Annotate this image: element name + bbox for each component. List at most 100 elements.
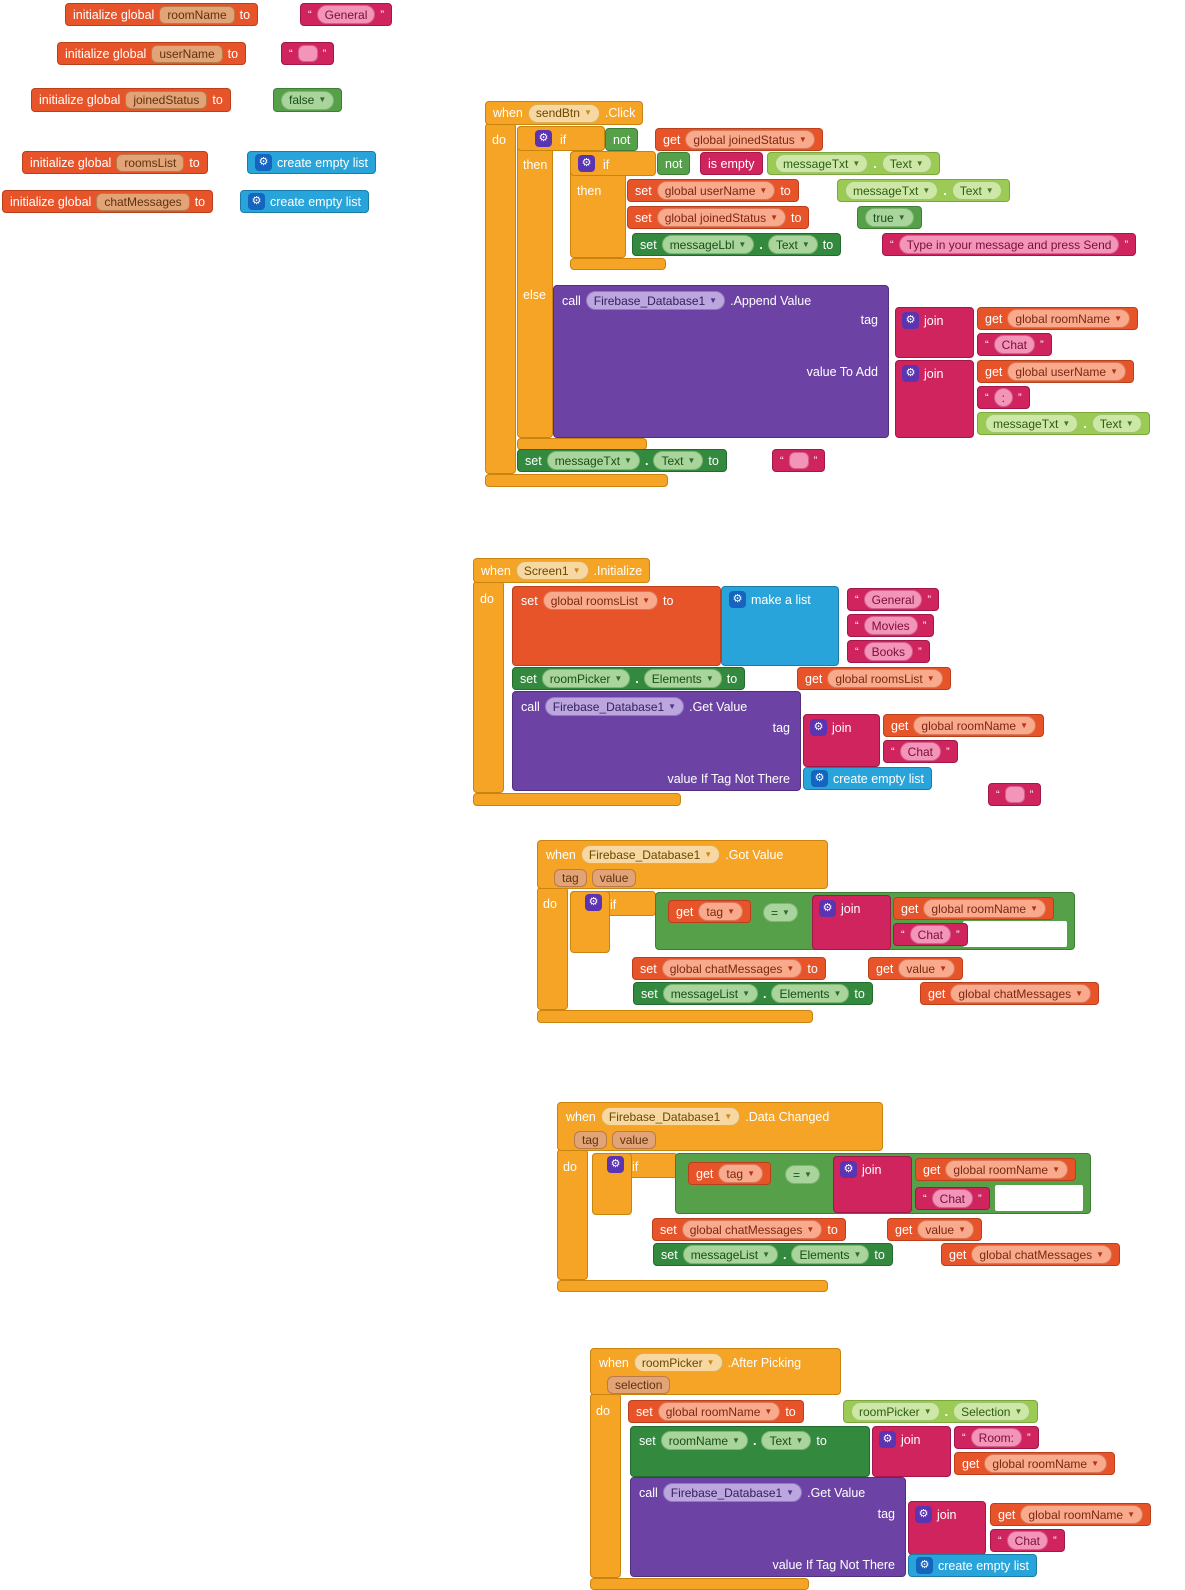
get-global-roomname-block[interactable]: get global roomName ▼ bbox=[915, 1158, 1077, 1181]
component-dropdown[interactable]: sendBtn ▼ bbox=[527, 103, 600, 123]
join-block[interactable]: ⚙ join bbox=[812, 895, 891, 950]
text-string-block[interactable]: “ Chat ” bbox=[915, 1187, 990, 1210]
variable-dropdown[interactable]: global roomName ▼ bbox=[945, 1160, 1069, 1179]
when-firebase-datachanged-block[interactable]: when Firebase_Database1 ▼ .Data Changed t… bbox=[557, 1102, 883, 1151]
variable-dropdown[interactable]: global roomName ▼ bbox=[1020, 1505, 1144, 1524]
variable-dropdown[interactable]: global chatMessages ▼ bbox=[950, 984, 1092, 1003]
join-block[interactable]: ⚙ join bbox=[895, 360, 974, 438]
component-dropdown[interactable]: messageList ▼ bbox=[662, 984, 758, 1003]
variable-dropdown[interactable]: global joinedStatus ▼ bbox=[685, 130, 815, 149]
param-selection[interactable]: selection bbox=[607, 1376, 671, 1394]
variable-dropdown[interactable]: global roomName ▼ bbox=[984, 1454, 1108, 1473]
text-string-block[interactable]: “ General ” bbox=[847, 588, 940, 611]
call-firebase-appendvalue-block[interactable]: call Firebase_Database1 ▼ .Append Value t… bbox=[553, 285, 889, 438]
text-string-block[interactable]: “ Chat ” bbox=[893, 923, 968, 946]
component-dropdown[interactable]: Firebase_Database1 ▼ bbox=[662, 1483, 803, 1502]
var-name-field[interactable]: roomName bbox=[159, 5, 235, 24]
string-field[interactable]: Chat bbox=[931, 1189, 974, 1208]
text-string-block[interactable]: “ Type in your message and press Send ” bbox=[882, 233, 1137, 256]
set-messagelist-elements-block[interactable]: set messageList ▼ . Elements ▼ to bbox=[633, 982, 873, 1005]
when-screen1-initialize-block[interactable]: when Screen1 ▼ .Initialize bbox=[473, 558, 651, 583]
component-dropdown[interactable]: messageTxt ▼ bbox=[775, 154, 869, 173]
component-dropdown[interactable]: Firebase_Database1 ▼ bbox=[580, 845, 721, 864]
get-global-roomname-block[interactable]: get global roomName ▼ bbox=[977, 307, 1139, 330]
when-firebase-gotvalue-block[interactable]: when Firebase_Database1 ▼ .Got Value tag … bbox=[537, 840, 828, 889]
string-field-empty[interactable] bbox=[788, 452, 809, 469]
component-dropdown[interactable]: roomPicker ▼ bbox=[633, 1353, 723, 1372]
property-dropdown[interactable]: Text ▼ bbox=[881, 154, 932, 173]
get-global-chatmessages-block[interactable]: get global chatMessages ▼ bbox=[920, 982, 1100, 1005]
variable-dropdown[interactable]: global userName ▼ bbox=[1007, 362, 1127, 381]
property-dropdown[interactable]: Elements ▼ bbox=[791, 1245, 870, 1264]
compare-op-dropdown[interactable]: = ▼ bbox=[763, 903, 798, 922]
get-value-block[interactable]: get value ▼ bbox=[868, 957, 963, 980]
property-dropdown[interactable]: Text ▼ bbox=[1091, 414, 1142, 433]
text-string-block-empty[interactable]: “ ” bbox=[281, 42, 335, 65]
set-roompicker-elements-block[interactable]: set roomPicker ▼ . Elements ▼ to bbox=[512, 667, 746, 690]
get-global-roomname-block[interactable]: get global roomName ▼ bbox=[990, 1503, 1152, 1526]
mutator-gear-icon[interactable]: ⚙ bbox=[810, 719, 827, 736]
component-dropdown[interactable]: messageTxt ▼ bbox=[546, 451, 640, 470]
string-field[interactable]: General bbox=[863, 590, 923, 609]
join-block[interactable]: ⚙ join bbox=[872, 1426, 951, 1477]
param-value[interactable]: value bbox=[591, 869, 637, 887]
create-empty-list-block[interactable]: ⚙ create empty list bbox=[803, 767, 933, 790]
mutator-gear-icon[interactable]: ⚙ bbox=[729, 591, 746, 608]
logic-true-block[interactable]: true ▼ bbox=[857, 206, 922, 229]
mutator-gear-icon[interactable]: ⚙ bbox=[607, 1156, 624, 1173]
set-messagetxt-text-block[interactable]: set messageTxt ▼ . Text ▼ to bbox=[517, 449, 727, 472]
init-global-username-block[interactable]: initialize global userName to bbox=[57, 42, 247, 65]
var-name-field[interactable]: joinedStatus bbox=[125, 91, 208, 109]
component-dropdown[interactable]: messageList ▼ bbox=[682, 1245, 778, 1264]
init-global-joinedstatus-block[interactable]: initialize global joinedStatus to bbox=[31, 88, 231, 112]
mutator-gear-icon[interactable]: ⚙ bbox=[811, 770, 828, 787]
mutator-gear-icon[interactable]: ⚙ bbox=[585, 894, 602, 911]
property-dropdown[interactable]: Text ▼ bbox=[951, 181, 1002, 200]
join-block[interactable]: ⚙ join bbox=[833, 1156, 912, 1213]
mutator-gear-icon[interactable]: ⚙ bbox=[248, 193, 265, 210]
join-block[interactable]: ⚙ join bbox=[908, 1501, 986, 1555]
component-dropdown[interactable]: Screen1 ▼ bbox=[515, 561, 589, 580]
var-name-field[interactable]: roomsList bbox=[116, 153, 185, 172]
variable-dropdown[interactable]: global joinedStatus ▼ bbox=[656, 208, 787, 227]
component-dropdown[interactable]: Firebase_Database1 ▼ bbox=[600, 1107, 741, 1126]
create-empty-list-block[interactable]: ⚙ create empty list bbox=[247, 151, 377, 174]
create-empty-list-block[interactable]: ⚙ create empty list bbox=[240, 190, 370, 213]
init-global-roomslist-block[interactable]: initialize global roomsList to bbox=[22, 151, 208, 174]
variable-dropdown[interactable]: global roomsList ▼ bbox=[827, 669, 943, 688]
variable-dropdown[interactable]: global roomsList ▼ bbox=[542, 591, 658, 610]
variable-dropdown[interactable]: global roomName ▼ bbox=[923, 899, 1047, 918]
get-tag-block[interactable]: get tag ▼ bbox=[668, 900, 751, 923]
set-roomname-text-block[interactable]: set roomName ▼ . Text ▼ to bbox=[630, 1426, 870, 1477]
param-value[interactable]: value bbox=[611, 1131, 657, 1149]
messagetxt-text-getter-block[interactable]: messageTxt ▼ . Text ▼ bbox=[767, 152, 940, 175]
messagetxt-text-getter-block[interactable]: messageTxt ▼ . Text ▼ bbox=[837, 179, 1010, 202]
variable-dropdown[interactable]: global roomName ▼ bbox=[657, 1402, 781, 1421]
get-global-roomname-block[interactable]: get global roomName ▼ bbox=[893, 897, 1055, 920]
set-global-chatmessages-block[interactable]: set global chatMessages ▼ to bbox=[632, 957, 826, 980]
var-name-field[interactable]: userName bbox=[151, 44, 223, 63]
variable-dropdown[interactable]: global roomName ▼ bbox=[913, 716, 1037, 735]
string-field[interactable]: General bbox=[316, 5, 376, 24]
get-global-roomname-block[interactable]: get global roomName ▼ bbox=[954, 1452, 1116, 1475]
mutator-gear-icon[interactable]: ⚙ bbox=[902, 365, 919, 382]
messagetxt-text-getter-block[interactable]: messageTxt ▼ . Text ▼ bbox=[977, 412, 1150, 435]
if-block-head[interactable] bbox=[517, 126, 605, 151]
mutator-gear-icon[interactable]: ⚙ bbox=[916, 1557, 933, 1574]
variable-dropdown[interactable]: global chatMessages ▼ bbox=[681, 1220, 823, 1239]
init-global-chatmessages-block[interactable]: initialize global chatMessages to bbox=[2, 190, 214, 213]
string-field[interactable]: Chat bbox=[909, 925, 952, 944]
mutator-gear-icon[interactable]: ⚙ bbox=[915, 1506, 932, 1523]
string-field[interactable]: Type in your message and press Send bbox=[898, 235, 1120, 254]
text-string-block[interactable]: “ General ” bbox=[300, 3, 393, 26]
component-dropdown[interactable]: roomPicker ▼ bbox=[851, 1402, 940, 1421]
text-string-block[interactable]: “ : ” bbox=[977, 386, 1030, 409]
boolean-dropdown[interactable]: false ▼ bbox=[281, 90, 335, 110]
make-a-list-block[interactable]: ⚙ make a list bbox=[721, 586, 839, 666]
variable-dropdown[interactable]: global roomName ▼ bbox=[1007, 309, 1131, 328]
get-global-joinedstatus-block[interactable]: get global joinedStatus ▼ bbox=[655, 128, 823, 151]
mutator-gear-icon[interactable]: ⚙ bbox=[819, 900, 836, 917]
mutator-gear-icon[interactable]: ⚙ bbox=[840, 1161, 857, 1178]
component-dropdown[interactable]: Firebase_Database1 ▼ bbox=[544, 697, 685, 716]
string-field[interactable]: Chat bbox=[1006, 1531, 1049, 1550]
